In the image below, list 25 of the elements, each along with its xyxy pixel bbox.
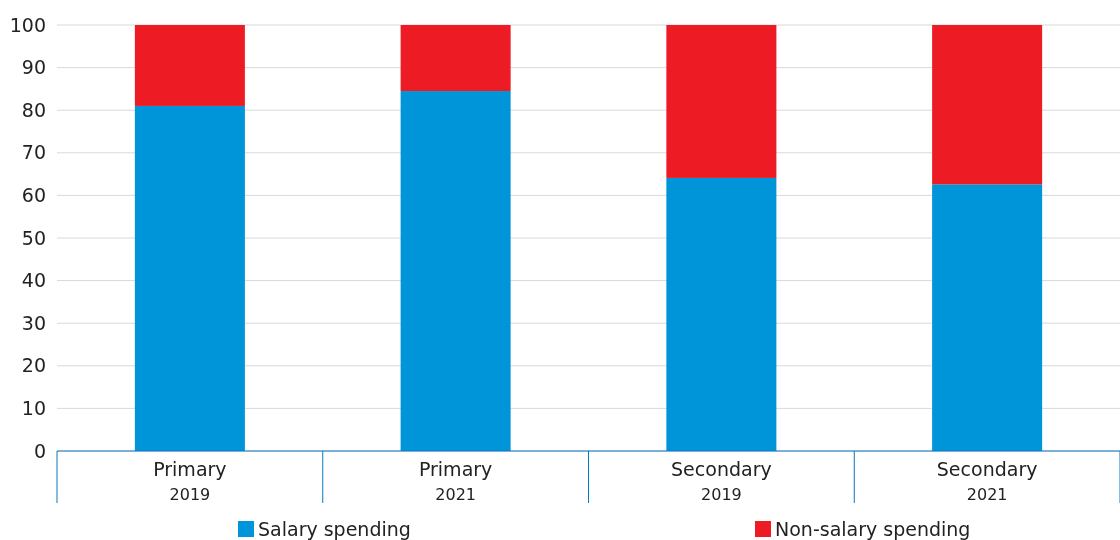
y-tick-label: 10 — [21, 397, 46, 420]
x-tick-label: Primary 2019 — [153, 458, 227, 504]
y-tick-label: 40 — [21, 269, 46, 292]
y-tick-label: 80 — [21, 98, 46, 121]
x-tick-label: Secondary 2019 — [671, 458, 772, 504]
y-tick-label: 90 — [21, 56, 46, 79]
bar — [932, 184, 1043, 451]
y-tick-label: 0 — [33, 439, 46, 462]
bar — [666, 25, 777, 178]
y-tick-label: 100 — [9, 13, 46, 36]
bar — [400, 25, 511, 92]
bar — [134, 25, 245, 106]
y-tick-label: 70 — [21, 141, 46, 164]
legend-label: Non-salary spending — [775, 517, 971, 540]
x-tick-label: Primary 2021 — [418, 458, 493, 504]
legend-label: Salary spending — [258, 517, 411, 540]
bar — [400, 91, 511, 451]
x-tick-label: Secondary 2021 — [936, 458, 1038, 504]
bar — [134, 105, 245, 451]
bar — [932, 25, 1043, 185]
y-tick-label: 30 — [21, 311, 46, 334]
bar — [666, 177, 777, 451]
y-tick-label: 20 — [21, 354, 46, 377]
y-tick-label: 60 — [21, 184, 46, 207]
y-tick-label: 50 — [21, 226, 46, 249]
